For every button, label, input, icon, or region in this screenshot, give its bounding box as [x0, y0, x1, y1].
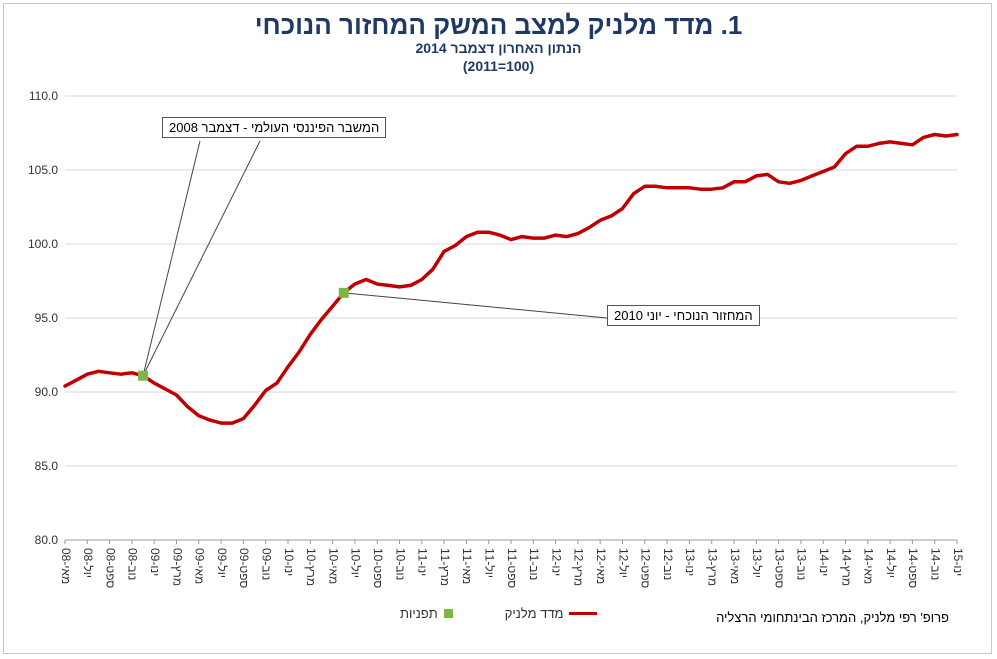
leader-cycle [343, 292, 608, 319]
x-tick-label: יול-13 [750, 548, 764, 578]
leader-crisis-right [142, 140, 261, 376]
x-tick-label: מרץ-14 [839, 548, 853, 586]
chart-base-note: (100=2011) [462, 58, 535, 74]
callout-financial-crisis: המשבר הפיננסי העולמי - דצמבר 2008 [162, 117, 387, 138]
x-tick-label: יול-08 [81, 548, 95, 578]
x-tick-label: נוב-09 [260, 548, 274, 580]
x-tick-label: ינו-14 [817, 548, 831, 576]
x-tick-label: ינו-15 [951, 548, 965, 576]
x-tick-label: ינו-11 [416, 548, 430, 576]
x-tick-label: ינו-09 [148, 548, 162, 576]
turning-point-marker [138, 370, 149, 381]
x-tick-label: מרץ-13 [706, 548, 720, 586]
x-tick-label: נוב-08 [126, 548, 140, 580]
x-tick-label: ספט-13 [772, 548, 786, 588]
chart-title: 1. מדד מלניק למצב המשק המחזור הנוכחי [254, 10, 743, 40]
x-tick-label: מאי-11 [460, 548, 474, 584]
x-tick-label: יול-11 [483, 548, 497, 578]
x-tick-label: נוב-12 [661, 548, 675, 580]
series-layer [63, 132, 959, 425]
x-tick-label: יול-12 [616, 548, 630, 578]
x-tick-label: מרץ-09 [170, 548, 184, 586]
x-tick-label: מאי-14 [862, 548, 876, 584]
y-tick-label: 95.0 [35, 311, 59, 325]
x-tick-label: מאי-09 [193, 548, 207, 584]
y-tick-label: 80.0 [35, 533, 59, 547]
y-axis: 80.0 85.0 90.0 95.0 100.0 105.0 110.0 [28, 89, 58, 547]
x-tick-label: מאי-12 [594, 548, 608, 584]
y-tick-label: 100.0 [28, 237, 58, 251]
source-note: פרופ' רפי מלניק, המרכז הבינתחומי הרצליה [716, 610, 949, 625]
x-tick-label: מאי-13 [728, 548, 742, 584]
x-tick-label: מאי-10 [326, 548, 340, 584]
x-tick-label: ינו-12 [549, 548, 563, 576]
legend-swatch-melnick-index [569, 612, 598, 615]
x-tick-label: ספט-11 [505, 548, 519, 588]
x-axis: מאי-08 יול-08 ספט-08 נוב-08 ינו-09 מרץ-09 מאי-… [59, 540, 965, 588]
x-tick-label: יול-14 [884, 548, 898, 578]
y-tick-label: 105.0 [28, 163, 58, 177]
callout-leaders [142, 140, 608, 376]
melnick-index-line [63, 132, 959, 425]
callout-current-cycle: המחזור הנוכחי - יוני 2010 [607, 305, 760, 326]
x-tick-label: יול-10 [349, 548, 363, 578]
legend-label-melnick-index: מדד מלניק [504, 606, 564, 621]
leader-crisis-left [142, 140, 201, 376]
legend-item-melnick-index: מדד מלניק [505, 606, 598, 621]
x-tick-label: מרץ-11 [438, 548, 452, 586]
legend: תפניות מדד מלניק [400, 606, 598, 621]
y-tick-label: 110.0 [29, 89, 58, 103]
x-tick-label: נוב-13 [795, 548, 809, 580]
x-tick-label: ספט-09 [237, 548, 251, 588]
turning-point-markers [138, 287, 349, 381]
x-tick-label: ספט-12 [639, 548, 653, 588]
x-tick-label: נוב-14 [929, 548, 943, 580]
x-tick-label: נוב-11 [527, 548, 541, 580]
y-tick-label: 85.0 [35, 459, 59, 473]
x-tick-label: נוב-10 [393, 548, 407, 580]
x-tick-label: מרץ-12 [572, 548, 586, 586]
chart-subtitle: הנתון האחרון דצמבר 2014 [415, 40, 582, 56]
x-tick-label: ספט-08 [103, 548, 117, 588]
gridlines [65, 95, 957, 541]
x-tick-label: ינו-10 [282, 548, 296, 576]
x-tick-label: ספט-14 [906, 548, 920, 588]
x-tick-label: מאי-08 [59, 548, 73, 584]
y-tick-label: 90.0 [35, 385, 59, 399]
x-tick-label: ספט-10 [371, 548, 385, 588]
legend-swatch-turning-points [443, 609, 453, 618]
x-tick-label: ינו-13 [683, 548, 697, 576]
x-tick-label: יול-09 [215, 548, 229, 578]
x-tick-label: מרץ-10 [304, 548, 318, 586]
chart-frame [3, 3, 992, 654]
legend-item-turning-points: תפניות [400, 606, 453, 621]
turning-point-marker [338, 287, 349, 298]
legend-label-turning-points: תפניות [400, 606, 438, 621]
